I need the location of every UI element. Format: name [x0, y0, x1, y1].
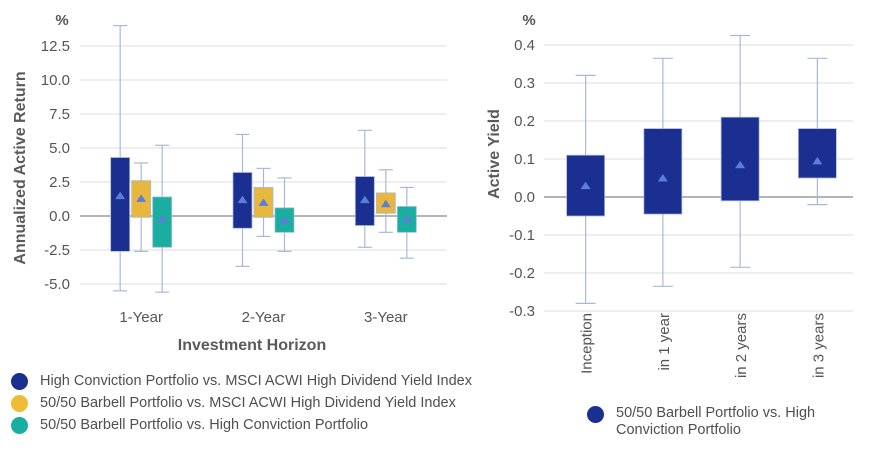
right-x-tick-labels: Inception in 1 year in 2 years in 3 years [579, 313, 828, 378]
mean-marker [359, 195, 370, 204]
y-tick-label: -5.0 [44, 276, 70, 293]
box-plot [354, 129, 375, 248]
left-gridlines [80, 45, 447, 285]
y-tick-label: -2.5 [44, 242, 70, 259]
box [720, 116, 760, 202]
mean-marker [401, 214, 412, 223]
y-tick-label: 0.0 [49, 208, 70, 225]
left-legend: High Conviction Portfolio vs. MSCI ACWI … [11, 370, 472, 436]
y-tick-label: 0.0 [514, 189, 535, 206]
box-plot [720, 34, 760, 268]
mean-marker [136, 194, 147, 202]
legend-dot-icon [11, 394, 28, 412]
mean-marker [812, 156, 823, 165]
mean-marker [380, 199, 391, 208]
box [797, 128, 837, 179]
mean-marker [580, 181, 591, 190]
legend-label: 50/50 Barbell Portfolio vs. High Convict… [616, 405, 816, 438]
y-tick-label: 0.2 [514, 113, 535, 130]
y-tick-label: -0.3 [509, 303, 535, 320]
left-y-tick-labels: -5.0 -2.5 0.0 2.5 5.0 7.5 10.0 12.5 [41, 38, 70, 293]
legend-dot-icon [11, 372, 28, 390]
annualized-active-return-chart: -5.0 -2.5 0.0 2.5 5.0 7.5 10.0 12.5 1-Year 2-Yea… [12, 12, 447, 354]
box-plot [643, 57, 683, 287]
legend-dot-icon [11, 416, 28, 434]
mean-marker [279, 216, 290, 224]
box-plot [110, 25, 131, 292]
active-yield-chart: -0.3 -0.2 -0.1 0.0 0.1 0.2 0.3 0.4 Inception in … [486, 12, 853, 378]
right-y-tick-labels: -0.3 -0.2 -0.1 0.0 0.1 0.2 0.3 0.4 [509, 37, 535, 320]
box-plot [797, 57, 837, 206]
mean-marker [735, 160, 746, 169]
y-tick-label: 0.3 [514, 75, 535, 92]
box-plot [396, 186, 417, 259]
x-tick-label: 2-Year [242, 309, 286, 326]
y-tick-label: 0.4 [514, 37, 535, 54]
y-tick-label: 5.0 [49, 140, 70, 157]
right-y-axis-title: Active Yield [486, 109, 503, 199]
mean-marker [258, 198, 269, 206]
legend-label: High Conviction Portfolio vs. MSCI ACWI … [40, 373, 472, 389]
y-tick-label: 12.5 [41, 38, 70, 55]
legend-item-barbell-vs-index[interactable]: 50/50 Barbell Portfolio vs. MSCI ACWI Hi… [11, 392, 472, 414]
y-tick-label: 2.5 [49, 174, 70, 191]
x-tick-label: Inception [579, 313, 596, 374]
legend-item-high-conviction-vs-index[interactable]: High Conviction Portfolio vs. MSCI ACWI … [11, 370, 472, 392]
x-tick-label: in 3 years [810, 313, 827, 378]
right-legend: 50/50 Barbell Portfolio vs. High Convict… [587, 405, 847, 439]
left-x-tick-labels: 1-Year 2-Year 3-Year [119, 309, 407, 326]
x-tick-label: 3-Year [364, 309, 408, 326]
x-tick-label: 1-Year [119, 309, 163, 326]
legend-item-barbell-vs-high-conviction[interactable]: 50/50 Barbell Portfolio vs. High Convict… [11, 414, 472, 436]
legend-dot-icon [587, 406, 604, 423]
x-tick-label: in 2 years [733, 313, 750, 378]
legend-label: 50/50 Barbell Portfolio vs. High Convict… [40, 417, 369, 433]
x-tick-label: in 1 year [656, 313, 673, 371]
left-x-axis-title: Investment Horizon [178, 337, 326, 354]
box-plot [232, 133, 253, 267]
mean-marker [115, 191, 126, 200]
box [110, 157, 131, 252]
box [643, 128, 683, 215]
y-tick-label: -0.2 [509, 265, 535, 282]
legend-item-barbell-vs-high-conviction[interactable]: 50/50 Barbell Portfolio vs. High Convict… [587, 405, 847, 439]
box-plot [253, 167, 274, 237]
box-plot [375, 169, 396, 233]
legend-label: 50/50 Barbell Portfolio vs. MSCI ACWI Hi… [40, 395, 456, 411]
mean-marker [237, 195, 248, 204]
y-tick-label: 7.5 [49, 106, 70, 123]
left-y-axis-title: Annualized Active Return [12, 71, 29, 264]
box-plot [274, 177, 295, 252]
y-tick-label: 10.0 [41, 72, 70, 89]
y-tick-label: 0.1 [514, 151, 535, 168]
y-tick-label: -0.1 [509, 227, 535, 244]
mean-marker [657, 174, 668, 182]
right-box-plots [566, 34, 837, 304]
box-plot [566, 74, 606, 304]
mean-marker [157, 214, 168, 223]
left-unit-label: % [55, 12, 68, 29]
right-unit-label: % [522, 12, 535, 29]
box-plot [152, 144, 173, 293]
left-box-plots [110, 25, 417, 293]
box-plot [131, 162, 152, 252]
